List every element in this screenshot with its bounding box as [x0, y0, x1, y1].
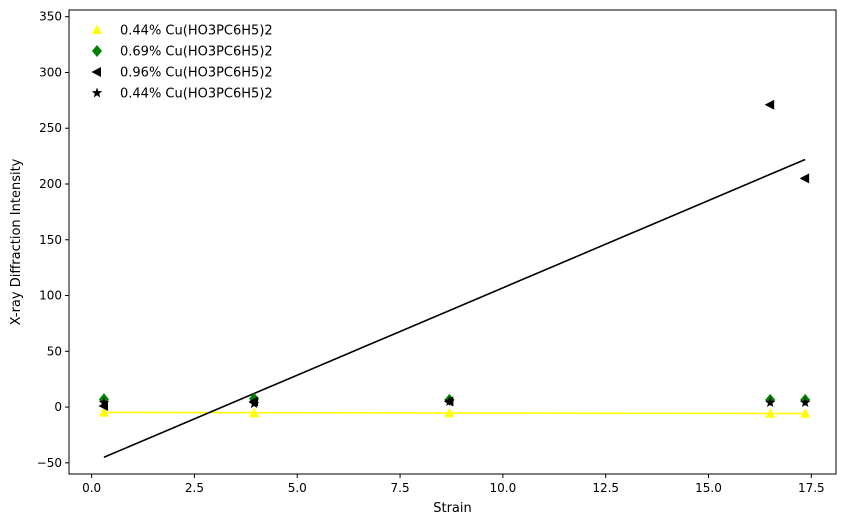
data-point-series-4	[764, 397, 776, 408]
data-point-series-1	[765, 408, 776, 418]
plot-background	[69, 10, 836, 474]
x-tick-label: 5.0	[288, 481, 307, 495]
data-point-series-1	[249, 407, 260, 418]
data-series	[98, 99, 811, 418]
y-tick-label: 200	[39, 177, 62, 191]
y-axis-ticks: −50 0 50 100 150 200 250 300 350	[37, 10, 69, 470]
data-point-series-1	[98, 407, 109, 417]
y-tick-label: 0	[54, 400, 62, 414]
data-point-series-4	[248, 398, 260, 409]
x-tick-label: 17.5	[798, 481, 825, 495]
fit-line-2	[103, 158, 806, 459]
legend-label: 0.96% Cu(HO3PC6H5)2	[120, 66, 273, 81]
x-axis-label: Strain	[433, 501, 472, 516]
y-tick-label: 250	[39, 121, 62, 135]
fit-lines	[103, 158, 806, 459]
data-point-series-4	[444, 396, 455, 406]
data-point-series-1	[444, 407, 455, 418]
legend: 0.44% Cu(HO3PC6H5)2 0.69% Cu(HO3PC6H5)2 0.…	[91, 24, 273, 102]
legend-marker	[92, 45, 102, 57]
x-tick-label: 0.0	[82, 481, 101, 495]
data-point-series-4	[98, 397, 110, 408]
x-tick-label: 10.0	[490, 481, 517, 495]
x-axis-ticks: 0.0 2.5 5.0 7.5 10.0 12.5 15.0 17.5	[82, 474, 825, 495]
plot-frame	[68, 9, 837, 475]
legend-label: 0.69% Cu(HO3PC6H5)2	[120, 45, 273, 60]
x-tick-label: 15.0	[695, 481, 722, 495]
legend-marker	[91, 87, 103, 98]
legend-label: 0.44% Cu(HO3PC6H5)2	[120, 24, 273, 39]
y-tick-label: 350	[39, 10, 62, 24]
y-tick-label: 50	[47, 344, 62, 358]
legend-item-1: 0.44% Cu(HO3PC6H5)2	[92, 24, 273, 39]
x-tick-label: 12.5	[592, 481, 619, 495]
legend-item-4: 0.44% Cu(HO3PC6H5)2	[91, 87, 273, 102]
legend-item-2: 0.69% Cu(HO3PC6H5)2	[92, 45, 273, 60]
fit-line-1	[103, 411, 806, 415]
legend-label: 0.44% Cu(HO3PC6H5)2	[120, 87, 273, 102]
y-tick-label: 300	[39, 65, 62, 79]
x-tick-label: 2.5	[185, 481, 204, 495]
series-1	[98, 407, 811, 418]
legend-marker	[92, 24, 102, 34]
x-tick-label: 7.5	[391, 481, 410, 495]
data-point-series-3	[799, 173, 810, 184]
y-tick-label: 100	[39, 289, 62, 303]
series-4	[98, 396, 811, 409]
data-point-series-1	[800, 408, 811, 418]
y-tick-label: −50	[37, 456, 62, 470]
legend-marker	[91, 67, 101, 77]
y-tick-label: 150	[39, 233, 62, 247]
legend-item-3: 0.96% Cu(HO3PC6H5)2	[91, 66, 273, 81]
data-point-series-3	[764, 99, 775, 110]
data-point-series-4	[799, 397, 811, 408]
y-axis-label: X-ray Diffraction Intensity	[9, 158, 24, 325]
